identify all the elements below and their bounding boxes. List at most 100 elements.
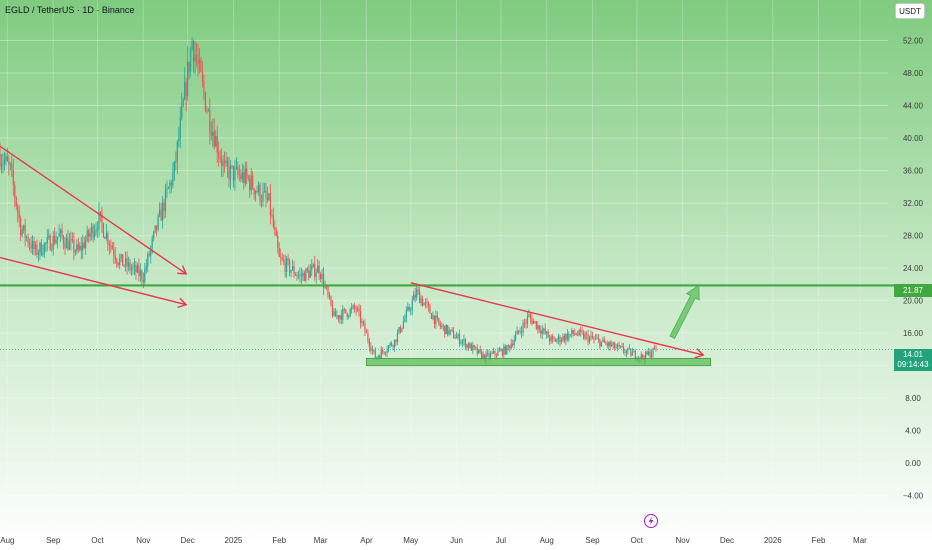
candle-body [371,349,373,351]
candle-body [170,182,172,186]
candle-body [362,321,365,324]
candle-body [615,347,617,349]
candle-body [247,176,249,179]
candle-body [37,252,40,255]
candle-body [587,334,589,342]
candle-body [578,329,580,335]
candle-body [625,350,628,354]
candle-body [67,238,69,250]
candle-body [114,255,116,260]
candle-body [515,334,517,340]
candle-body [255,191,257,195]
candle-body [569,334,571,335]
candle-body [442,325,444,327]
candle-body [423,302,425,306]
candle-body [28,243,31,245]
candle-body [101,213,103,224]
price-tick-label: 52.00 [903,37,924,46]
candle-body [568,334,570,340]
candle-body [482,354,484,359]
candle-body [315,272,317,277]
candle-body [240,175,242,180]
candle-body [197,60,199,64]
candle-body [473,345,475,348]
candle-body [221,159,223,166]
candle-body [320,273,322,280]
candle-body [82,242,84,251]
candle-body [286,258,288,272]
candle-body [129,262,131,270]
candle-body [138,265,140,276]
candle-body [80,245,82,251]
candle-body [575,333,577,335]
candle-body [603,339,605,343]
candle-body [133,264,136,268]
candle-body [324,286,326,288]
candle-body [457,334,459,337]
candle-body [9,163,11,165]
price-axis[interactable]: 52.00 48.00 44.00 40.00 36.00 32.00 28.00 24.00… [903,37,924,501]
candle-body [537,325,539,329]
candle-body [484,354,486,361]
candle-body [611,344,613,347]
candle-body [408,306,410,311]
candle-body [203,80,205,93]
candle-body [130,268,133,270]
candle-body [463,339,465,342]
price-tick-label: 28.00 [903,232,924,241]
candle-body [395,339,397,343]
bolt-icon[interactable] [644,514,658,528]
candle-body [3,160,6,163]
candle-body [272,215,274,227]
candle-body [337,315,339,319]
price-tick-label: 44.00 [903,102,924,111]
candle-body [68,241,71,250]
candle-body [554,339,557,342]
currency-button[interactable]: USDT [895,3,925,19]
symbol-title: EGLD / TetherUS · 1D · Binance [5,5,135,15]
candle-body [492,351,495,354]
candle-body [523,322,526,324]
time-tick-label: Sep [46,536,61,545]
candle-body [516,330,518,335]
candle-body [358,308,360,311]
candle-body [238,174,240,176]
candle-body [201,71,204,81]
candle-body [594,338,597,340]
candle-body [123,265,125,266]
candle-body [355,308,357,310]
candle-body [390,343,393,346]
candle-body [509,345,511,349]
candle-body [469,343,471,348]
candle-body [489,353,492,358]
candle-body [605,342,607,344]
candle-body [12,169,14,186]
time-axis[interactable]: Aug Sep Oct Nov Dec 2025 Feb Mar Apr May Jun Jul Aug… [0,536,867,545]
time-tick-label: 2026 [764,536,782,545]
candle-body [602,339,604,342]
candle-body [157,215,159,230]
candle-body [351,307,353,310]
candle-body [624,351,626,354]
candle-body [204,92,206,111]
candle-body [160,209,162,221]
candle-body [74,251,76,253]
candle-body [405,310,407,319]
candle-body [73,239,75,253]
candle-body [436,315,438,319]
candle-body [544,328,546,334]
candle-body [485,353,487,361]
candle-body [414,294,416,298]
candle-body [176,141,178,162]
candle-body [383,351,385,354]
candle-body [426,302,428,304]
price-tick-label: 16.00 [903,329,924,338]
candle-body [532,321,534,324]
candle-body [46,237,48,244]
candle-body [108,244,110,246]
candle-body [122,254,124,266]
candle-body [550,336,552,341]
trendline [0,256,187,306]
